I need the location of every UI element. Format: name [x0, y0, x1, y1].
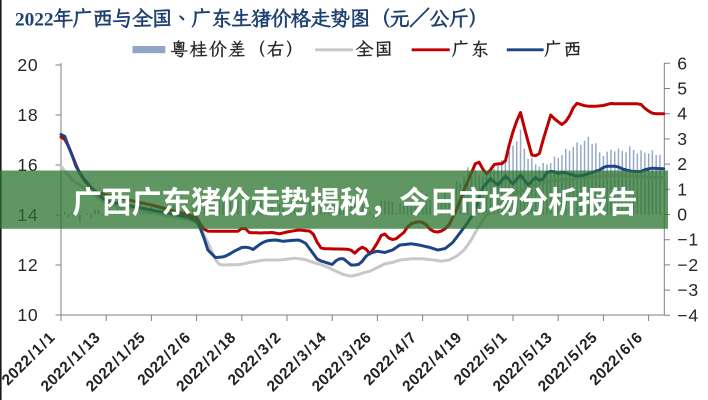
svg-text:16: 16 [17, 155, 38, 175]
svg-text:0: 0 [677, 205, 688, 225]
svg-text:10: 10 [17, 305, 38, 325]
svg-text:−1: −1 [677, 230, 699, 250]
svg-text:20: 20 [17, 55, 38, 75]
svg-text:2022: 2022 [15, 10, 54, 31]
svg-text:6: 6 [677, 53, 688, 73]
svg-text:−2: −2 [677, 255, 699, 275]
svg-text:18: 18 [17, 105, 38, 125]
svg-text:3: 3 [677, 129, 688, 149]
svg-text:2: 2 [677, 154, 688, 174]
svg-text:4: 4 [677, 104, 688, 124]
svg-text:5: 5 [677, 79, 688, 99]
svg-text:−3: −3 [677, 280, 699, 300]
svg-text:12: 12 [17, 255, 38, 275]
svg-text:1: 1 [677, 179, 688, 199]
svg-text:−4: −4 [677, 305, 699, 325]
